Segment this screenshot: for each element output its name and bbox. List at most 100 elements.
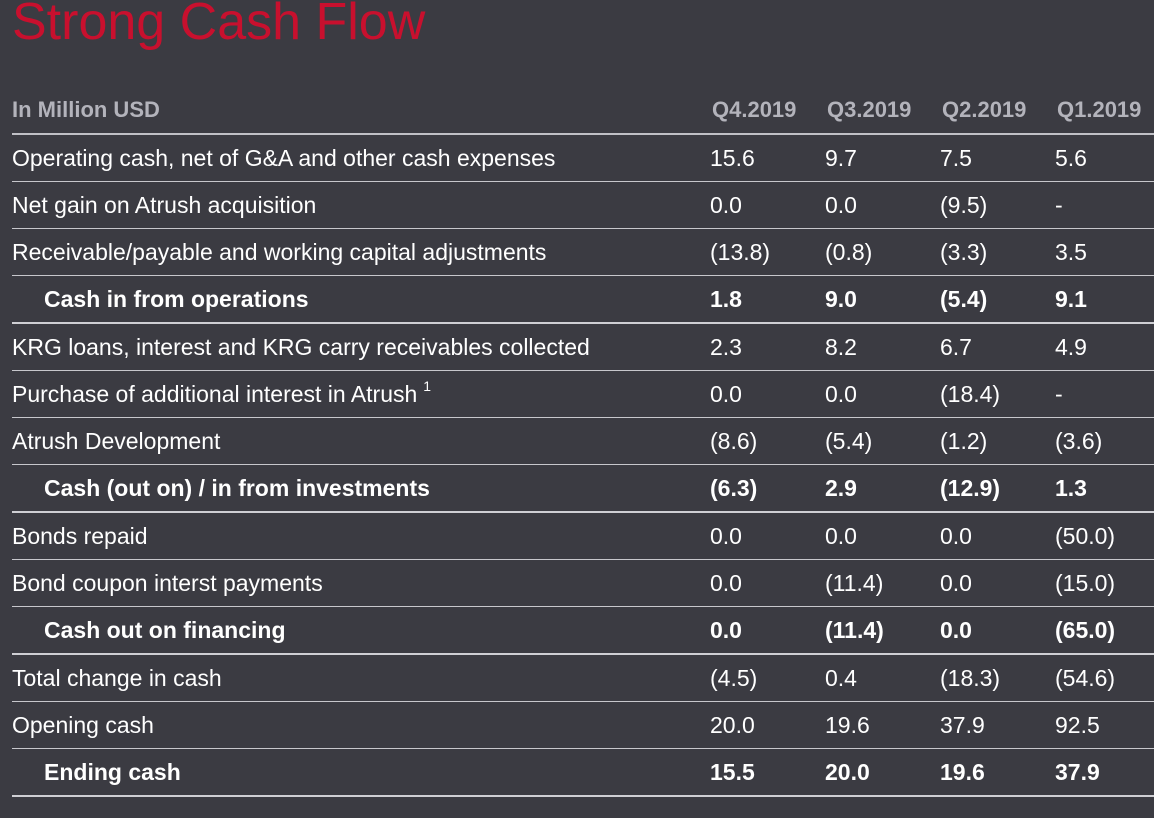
value-cell: (9.5) bbox=[940, 181, 1055, 229]
value-cell: 3.5 bbox=[1055, 228, 1154, 276]
row-label-cell: Cash out on financing bbox=[12, 606, 710, 655]
slide-title: Strong Cash Flow bbox=[12, 0, 426, 51]
table-row: Bond coupon interst payments 0.0 (11.4) 0.0… bbox=[12, 559, 1154, 607]
value-cell: 0.0 bbox=[710, 559, 825, 607]
value-cell: 19.6 bbox=[825, 701, 940, 749]
row-label-cell: Cash (out on) / in from investments bbox=[12, 464, 710, 513]
value-cell: 15.5 bbox=[710, 748, 825, 797]
value-cell: 0.0 bbox=[940, 559, 1055, 607]
subtotal-row: Cash out on financing 0.0 (11.4) 0.0 (65.0) bbox=[12, 606, 1154, 655]
row-label: KRG loans, interest and KRG carry receiv… bbox=[12, 333, 590, 360]
value-cell: 37.9 bbox=[940, 701, 1055, 749]
value-cell: 9.0 bbox=[825, 275, 940, 324]
row-label-cell: Operating cash, net of G&A and other cas… bbox=[12, 134, 710, 182]
value-cell: 20.0 bbox=[710, 701, 825, 749]
value-cell: 0.0 bbox=[710, 606, 825, 655]
table-body: Operating cash, net of G&A and other cas… bbox=[12, 134, 1154, 797]
row-label-cell: Bonds repaid bbox=[12, 512, 710, 560]
value-cell: (11.4) bbox=[825, 606, 940, 655]
row-label-cell: Purchase of additional interest in Atrus… bbox=[12, 370, 710, 418]
value-cell: 9.7 bbox=[825, 134, 940, 182]
row-label-cell: Ending cash bbox=[12, 748, 710, 797]
value-cell: (50.0) bbox=[1055, 512, 1154, 560]
value-cell: 4.9 bbox=[1055, 323, 1154, 371]
table-row: Net gain on Atrush acquisition 0.0 0.0 (9.5… bbox=[12, 181, 1154, 229]
value-cell: 20.0 bbox=[825, 748, 940, 797]
table-row: Opening cash 20.0 19.6 37.9 92.5 bbox=[12, 701, 1154, 749]
table-row: Atrush Development (8.6) (5.4) (1.2) (3.6) bbox=[12, 417, 1154, 465]
table-row: Receivable/payable and working capital a… bbox=[12, 228, 1154, 276]
table-row: Purchase of additional interest in Atrus… bbox=[12, 370, 1154, 418]
value-cell: 0.0 bbox=[940, 606, 1055, 655]
value-cell: 7.5 bbox=[940, 134, 1055, 182]
value-cell: 9.1 bbox=[1055, 275, 1154, 324]
subtotal-row: Cash (out on) / in from investments (6.3)… bbox=[12, 464, 1154, 513]
value-cell: (18.3) bbox=[940, 654, 1055, 702]
value-cell: (0.8) bbox=[825, 228, 940, 276]
value-cell: (1.2) bbox=[940, 417, 1055, 465]
row-label-cell: Atrush Development bbox=[12, 417, 710, 465]
row-label-cell: Total change in cash bbox=[12, 654, 710, 702]
row-label: Total change in cash bbox=[12, 664, 222, 691]
value-cell: 6.7 bbox=[940, 323, 1055, 371]
value-cell: 5.6 bbox=[1055, 134, 1154, 182]
value-cell: (12.9) bbox=[940, 464, 1055, 513]
value-cell: 0.0 bbox=[710, 181, 825, 229]
value-cell: 0.4 bbox=[825, 654, 940, 702]
footnote-marker: 1 bbox=[423, 377, 432, 394]
value-cell: (3.3) bbox=[940, 228, 1055, 276]
value-cell: 37.9 bbox=[1055, 748, 1154, 797]
value-cell: 0.0 bbox=[710, 370, 825, 418]
unit-label: In Million USD bbox=[12, 87, 710, 135]
table-row: KRG loans, interest and KRG carry receiv… bbox=[12, 323, 1154, 371]
row-label-cell: Cash in from operations bbox=[12, 275, 710, 324]
table-row: Total change in cash (4.5) 0.4 (18.3) (54.6) bbox=[12, 654, 1154, 702]
row-label: Cash (out on) / in from investments bbox=[44, 474, 430, 501]
value-cell: 92.5 bbox=[1055, 701, 1154, 749]
row-label: Opening cash bbox=[12, 711, 154, 738]
value-cell: (6.3) bbox=[710, 464, 825, 513]
value-cell: 2.3 bbox=[710, 323, 825, 371]
value-cell: 0.0 bbox=[940, 512, 1055, 560]
row-label: Purchase of additional interest in Atrus… bbox=[12, 380, 418, 407]
row-label: Net gain on Atrush acquisition bbox=[12, 191, 317, 218]
value-cell: 1.3 bbox=[1055, 464, 1154, 513]
value-cell: 1.8 bbox=[710, 275, 825, 324]
row-label-cell: Net gain on Atrush acquisition bbox=[12, 181, 710, 229]
row-label: Cash in from operations bbox=[44, 285, 309, 312]
value-cell: (5.4) bbox=[825, 417, 940, 465]
value-cell: 15.6 bbox=[710, 134, 825, 182]
value-cell: (15.0) bbox=[1055, 559, 1154, 607]
column-header: Q4.2019 bbox=[710, 87, 825, 135]
value-cell: 19.6 bbox=[940, 748, 1055, 797]
value-cell: (54.6) bbox=[1055, 654, 1154, 702]
value-cell: (8.6) bbox=[710, 417, 825, 465]
table-row: Bonds repaid 0.0 0.0 0.0 (50.0) bbox=[12, 512, 1154, 560]
row-label-cell: Receivable/payable and working capital a… bbox=[12, 228, 710, 276]
row-label: Ending cash bbox=[44, 758, 181, 785]
value-cell: 0.0 bbox=[825, 370, 940, 418]
row-label-cell: KRG loans, interest and KRG carry receiv… bbox=[12, 323, 710, 371]
row-label-cell: Opening cash bbox=[12, 701, 710, 749]
subtotal-row: Ending cash 15.5 20.0 19.6 37.9 bbox=[12, 748, 1154, 797]
row-label: Receivable/payable and working capital a… bbox=[12, 238, 547, 265]
column-header: Q1.2019 bbox=[1055, 87, 1154, 135]
table-header-row: In Million USD Q4.2019 Q3.2019 Q2.2019 Q… bbox=[12, 87, 1154, 135]
value-cell: 8.2 bbox=[825, 323, 940, 371]
row-label: Atrush Development bbox=[12, 427, 221, 454]
value-cell: (11.4) bbox=[825, 559, 940, 607]
value-cell: (3.6) bbox=[1055, 417, 1154, 465]
cash-flow-table: In Million USD Q4.2019 Q3.2019 Q2.2019 Q… bbox=[12, 87, 1154, 797]
value-cell: (5.4) bbox=[940, 275, 1055, 324]
column-header: Q2.2019 bbox=[940, 87, 1055, 135]
table-row: Operating cash, net of G&A and other cas… bbox=[12, 134, 1154, 182]
value-cell: (18.4) bbox=[940, 370, 1055, 418]
value-cell: - bbox=[1055, 370, 1154, 418]
value-cell: (13.8) bbox=[710, 228, 825, 276]
row-label: Operating cash, net of G&A and other cas… bbox=[12, 144, 556, 171]
subtotal-row: Cash in from operations 1.8 9.0 (5.4) 9.1 bbox=[12, 275, 1154, 324]
value-cell: 2.9 bbox=[825, 464, 940, 513]
value-cell: (65.0) bbox=[1055, 606, 1154, 655]
row-label: Bonds repaid bbox=[12, 522, 148, 549]
value-cell: 0.0 bbox=[825, 512, 940, 560]
